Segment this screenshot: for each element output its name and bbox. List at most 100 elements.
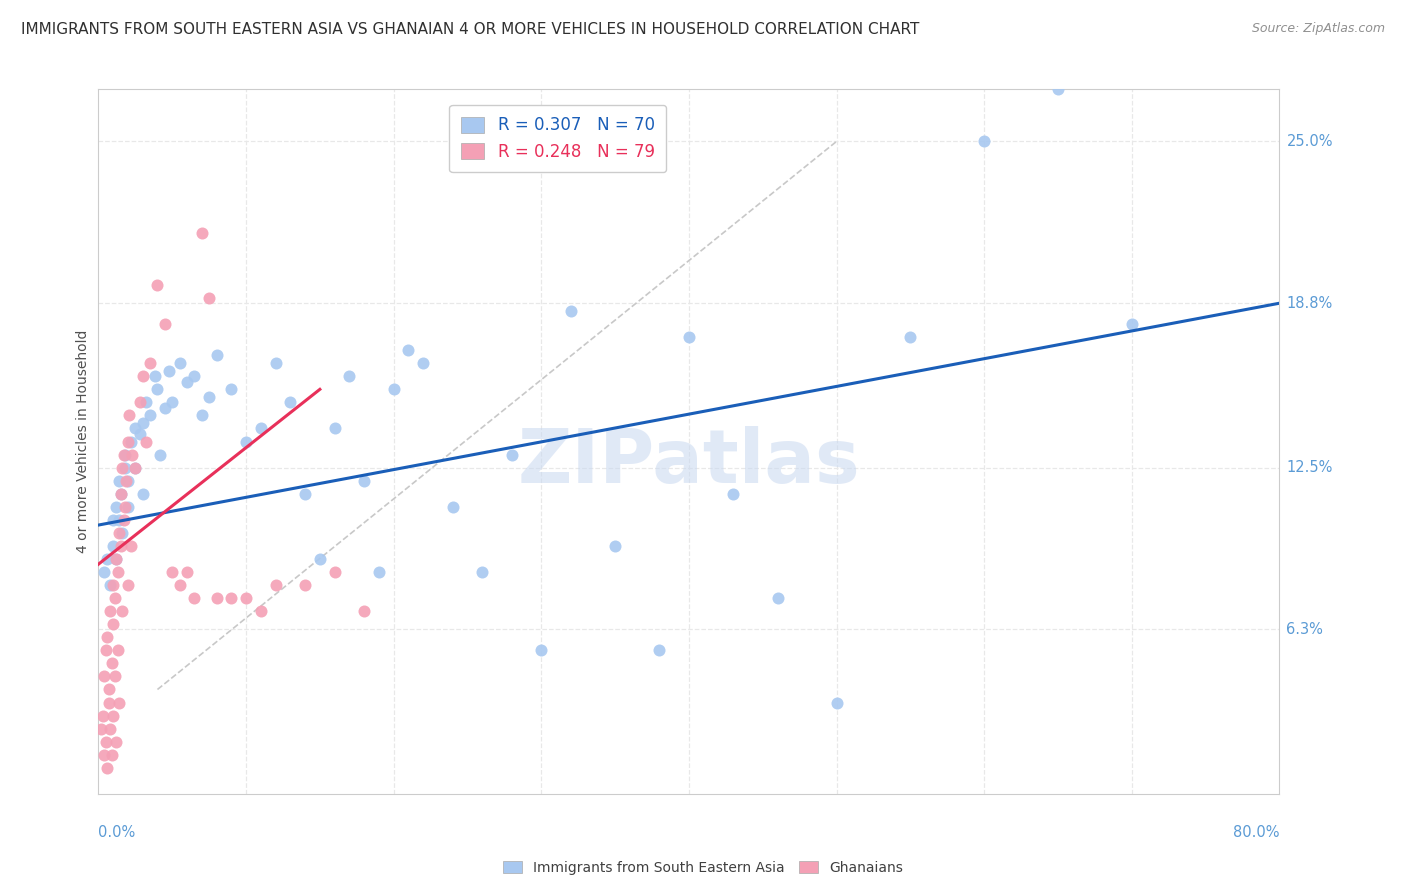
Point [183, 369, 205, 384]
Point [112, 513, 135, 527]
Point [382, 382, 405, 396]
Point [117, 500, 139, 514]
Point [205, 591, 228, 606]
Point [108, 474, 131, 488]
Point [235, 591, 257, 606]
Point [110, 487, 132, 501]
Point [323, 565, 346, 579]
Point [114, 500, 136, 514]
Point [90, 722, 112, 736]
Point [96, 761, 118, 775]
Point [91, 708, 114, 723]
Text: 18.8%: 18.8% [1286, 296, 1333, 310]
Point [149, 448, 172, 462]
Point [1047, 82, 1070, 96]
Point [162, 395, 183, 409]
Point [110, 487, 132, 501]
Point [169, 356, 191, 370]
Point [132, 417, 155, 431]
Point [353, 474, 375, 488]
Point [398, 343, 420, 358]
Point [221, 591, 243, 606]
Point [132, 369, 155, 384]
Point [124, 421, 146, 435]
Y-axis label: 4 or more Vehicles in Household: 4 or more Vehicles in Household [76, 330, 90, 553]
Point [105, 500, 128, 514]
Legend: Immigrants from South Eastern Asia, Ghanaians: Immigrants from South Eastern Asia, Ghan… [498, 855, 908, 880]
Point [825, 696, 848, 710]
Point [412, 356, 434, 370]
Point [198, 390, 221, 404]
Point [191, 226, 214, 240]
Point [98, 722, 121, 736]
Point [294, 578, 316, 592]
Point [97, 696, 120, 710]
Point [205, 348, 228, 362]
Point [143, 369, 166, 384]
Point [96, 552, 118, 566]
Point [146, 277, 169, 292]
Point [176, 565, 198, 579]
Point [120, 434, 142, 449]
Point [471, 565, 494, 579]
Point [100, 747, 122, 762]
Point [1121, 317, 1143, 331]
Point [110, 539, 132, 553]
Point [560, 304, 582, 318]
Point [973, 135, 995, 149]
Point [104, 591, 127, 606]
Point [114, 448, 136, 462]
Point [198, 291, 221, 305]
Point [120, 539, 142, 553]
Point [117, 474, 139, 488]
Point [124, 460, 146, 475]
Point [157, 364, 180, 378]
Point [139, 409, 162, 423]
Point [105, 734, 128, 748]
Text: Source: ZipAtlas.com: Source: ZipAtlas.com [1251, 22, 1385, 36]
Point [112, 448, 135, 462]
Point [153, 317, 176, 331]
Point [605, 539, 627, 553]
Point [103, 708, 125, 723]
Point [323, 421, 346, 435]
Point [111, 525, 134, 540]
Legend: R = 0.307   N = 70, R = 0.248   N = 79: R = 0.307 N = 70, R = 0.248 N = 79 [450, 104, 666, 172]
Point [221, 382, 243, 396]
Text: 0.0%: 0.0% [98, 825, 135, 840]
Point [191, 409, 214, 423]
Point [648, 643, 671, 657]
Point [441, 500, 464, 514]
Point [135, 434, 157, 449]
Point [103, 617, 125, 632]
Point [339, 369, 361, 384]
Point [93, 747, 115, 762]
Point [103, 539, 125, 553]
Point [93, 669, 115, 683]
Point [107, 565, 129, 579]
Point [105, 552, 128, 566]
Point [103, 578, 125, 592]
Point [250, 421, 273, 435]
Point [530, 643, 553, 657]
Point [264, 578, 287, 592]
Text: 12.5%: 12.5% [1286, 460, 1333, 475]
Point [94, 734, 117, 748]
Point [94, 643, 117, 657]
Point [100, 657, 122, 671]
Point [98, 604, 121, 618]
Point [250, 604, 273, 618]
Point [162, 565, 183, 579]
Point [111, 460, 134, 475]
Point [114, 460, 136, 475]
Point [115, 474, 138, 488]
Point [93, 565, 115, 579]
Point [368, 565, 391, 579]
Point [135, 395, 157, 409]
Point [108, 696, 131, 710]
Point [111, 604, 134, 618]
Point [104, 669, 127, 683]
Point [128, 395, 150, 409]
Point [235, 434, 257, 449]
Point [118, 409, 141, 423]
